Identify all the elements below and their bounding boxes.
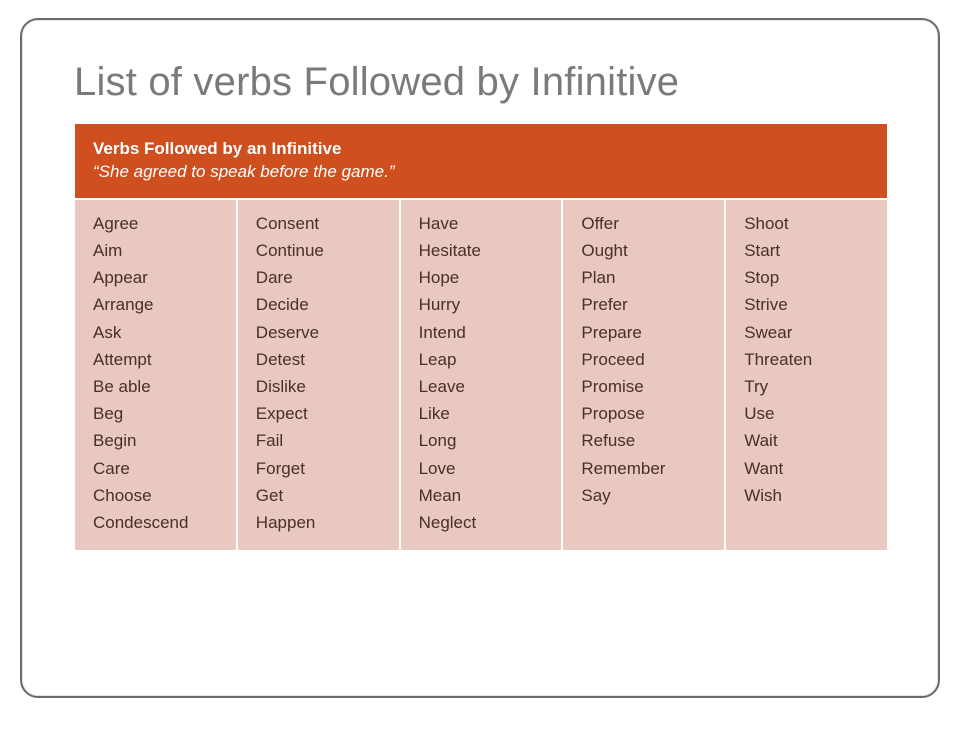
verb-item: Care (93, 455, 222, 482)
verb-item: Aim (93, 237, 222, 264)
verb-item: Stop (744, 264, 873, 291)
verb-item: Forget (256, 455, 385, 482)
verb-item: Prepare (581, 319, 710, 346)
verb-item: Long (419, 427, 548, 454)
quote-close: ” (389, 162, 395, 181)
slide-title: List of verbs Followed by Infinitive (74, 60, 886, 105)
verb-item: Try (744, 373, 873, 400)
verb-item: Expect (256, 400, 385, 427)
verb-item: Swear (744, 319, 873, 346)
verb-item: Ought (581, 237, 710, 264)
verb-item: Leave (419, 373, 548, 400)
verb-item: Strive (744, 291, 873, 318)
verb-item: Want (744, 455, 873, 482)
verb-item: Fail (256, 427, 385, 454)
verb-item: Dislike (256, 373, 385, 400)
table-header: Verbs Followed by an Infinitive “She agr… (75, 124, 887, 200)
verb-item: Agree (93, 210, 222, 237)
header-line1: Verbs Followed by an Infinitive (93, 139, 341, 158)
verb-item: Hope (419, 264, 548, 291)
verb-item: Neglect (419, 509, 548, 536)
verb-item: Appear (93, 264, 222, 291)
verb-item: Leap (419, 346, 548, 373)
verb-item: Ask (93, 319, 222, 346)
header-example: She agreed to speak before the game. (99, 162, 389, 181)
verb-item: Decide (256, 291, 385, 318)
verb-item: Shoot (744, 210, 873, 237)
verb-table: Verbs Followed by an Infinitive “She agr… (74, 123, 888, 551)
verb-item: Promise (581, 373, 710, 400)
slide-frame: List of verbs Followed by Infinitive Ver… (20, 18, 940, 698)
verb-item: Threaten (744, 346, 873, 373)
verb-item: Propose (581, 400, 710, 427)
verb-item: Hesitate (419, 237, 548, 264)
verb-item: Dare (256, 264, 385, 291)
verb-item: Beg (93, 400, 222, 427)
verb-item: Start (744, 237, 873, 264)
verb-item: Get (256, 482, 385, 509)
verb-item: Choose (93, 482, 222, 509)
verb-item: Like (419, 400, 548, 427)
verb-item: Continue (256, 237, 385, 264)
verb-item: Proceed (581, 346, 710, 373)
verb-column-3: HaveHesitateHopeHurryIntendLeapLeaveLike… (399, 200, 562, 550)
verb-column-2: ConsentContinueDareDecideDeserveDetestDi… (236, 200, 399, 550)
verb-item: Be able (93, 373, 222, 400)
verb-item: Detest (256, 346, 385, 373)
verb-item: Wish (744, 482, 873, 509)
verb-column-5: ShootStartStopStriveSwearThreatenTryUseW… (724, 200, 887, 550)
verb-item: Use (744, 400, 873, 427)
verb-column-4: OfferOughtPlanPreferPrepareProceedPromis… (561, 200, 724, 550)
header-line2: “She agreed to speak before the game.” (93, 162, 395, 181)
verb-item: Consent (256, 210, 385, 237)
verb-item: Wait (744, 427, 873, 454)
verb-item: Say (581, 482, 710, 509)
verb-item: Hurry (419, 291, 548, 318)
verb-item: Intend (419, 319, 548, 346)
verb-item: Mean (419, 482, 548, 509)
verb-item: Begin (93, 427, 222, 454)
verb-item: Plan (581, 264, 710, 291)
verb-item: Prefer (581, 291, 710, 318)
verb-item: Attempt (93, 346, 222, 373)
verb-item: Deserve (256, 319, 385, 346)
verb-item: Refuse (581, 427, 710, 454)
verb-item: Remember (581, 455, 710, 482)
table-body: AgreeAimAppearArrangeAskAttemptBe ableBe… (75, 200, 887, 550)
verb-item: Condescend (93, 509, 222, 536)
verb-item: Happen (256, 509, 385, 536)
verb-column-1: AgreeAimAppearArrangeAskAttemptBe ableBe… (75, 200, 236, 550)
verb-item: Arrange (93, 291, 222, 318)
verb-item: Love (419, 455, 548, 482)
verb-item: Offer (581, 210, 710, 237)
verb-item: Have (419, 210, 548, 237)
